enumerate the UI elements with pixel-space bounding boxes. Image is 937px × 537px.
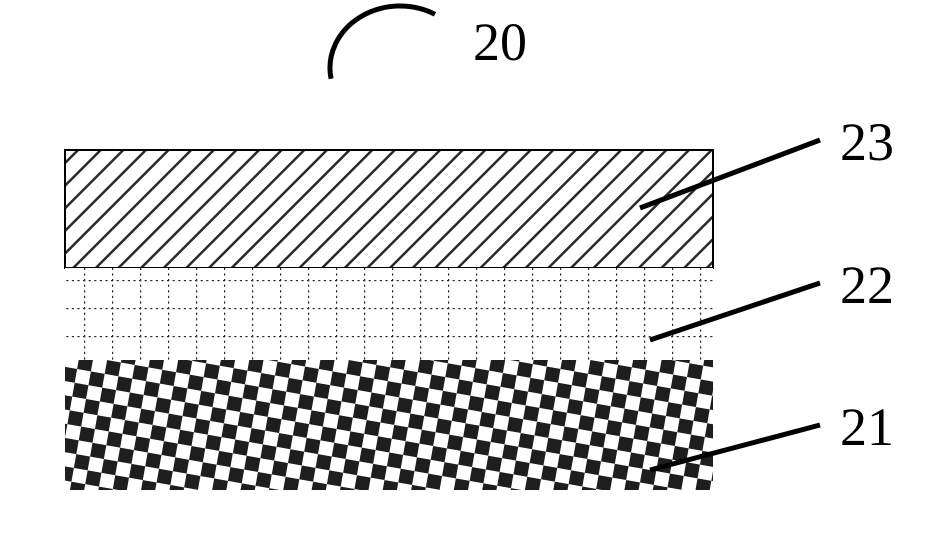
layer-21-rect <box>65 360 713 490</box>
assembly-arc <box>330 6 435 79</box>
assembly-label: 20 <box>473 12 527 72</box>
layer-21: 21 <box>65 360 894 490</box>
layer-21-label: 21 <box>840 397 894 457</box>
layer-23-rect <box>65 150 713 268</box>
layer-diagram: 23 22 21 20 <box>0 0 937 537</box>
layer-22-label: 22 <box>840 255 894 315</box>
layer-22-rect <box>65 268 713 360</box>
layer-23-label: 23 <box>840 112 894 172</box>
layer-23: 23 <box>65 112 894 268</box>
layer-22: 22 <box>65 255 894 360</box>
